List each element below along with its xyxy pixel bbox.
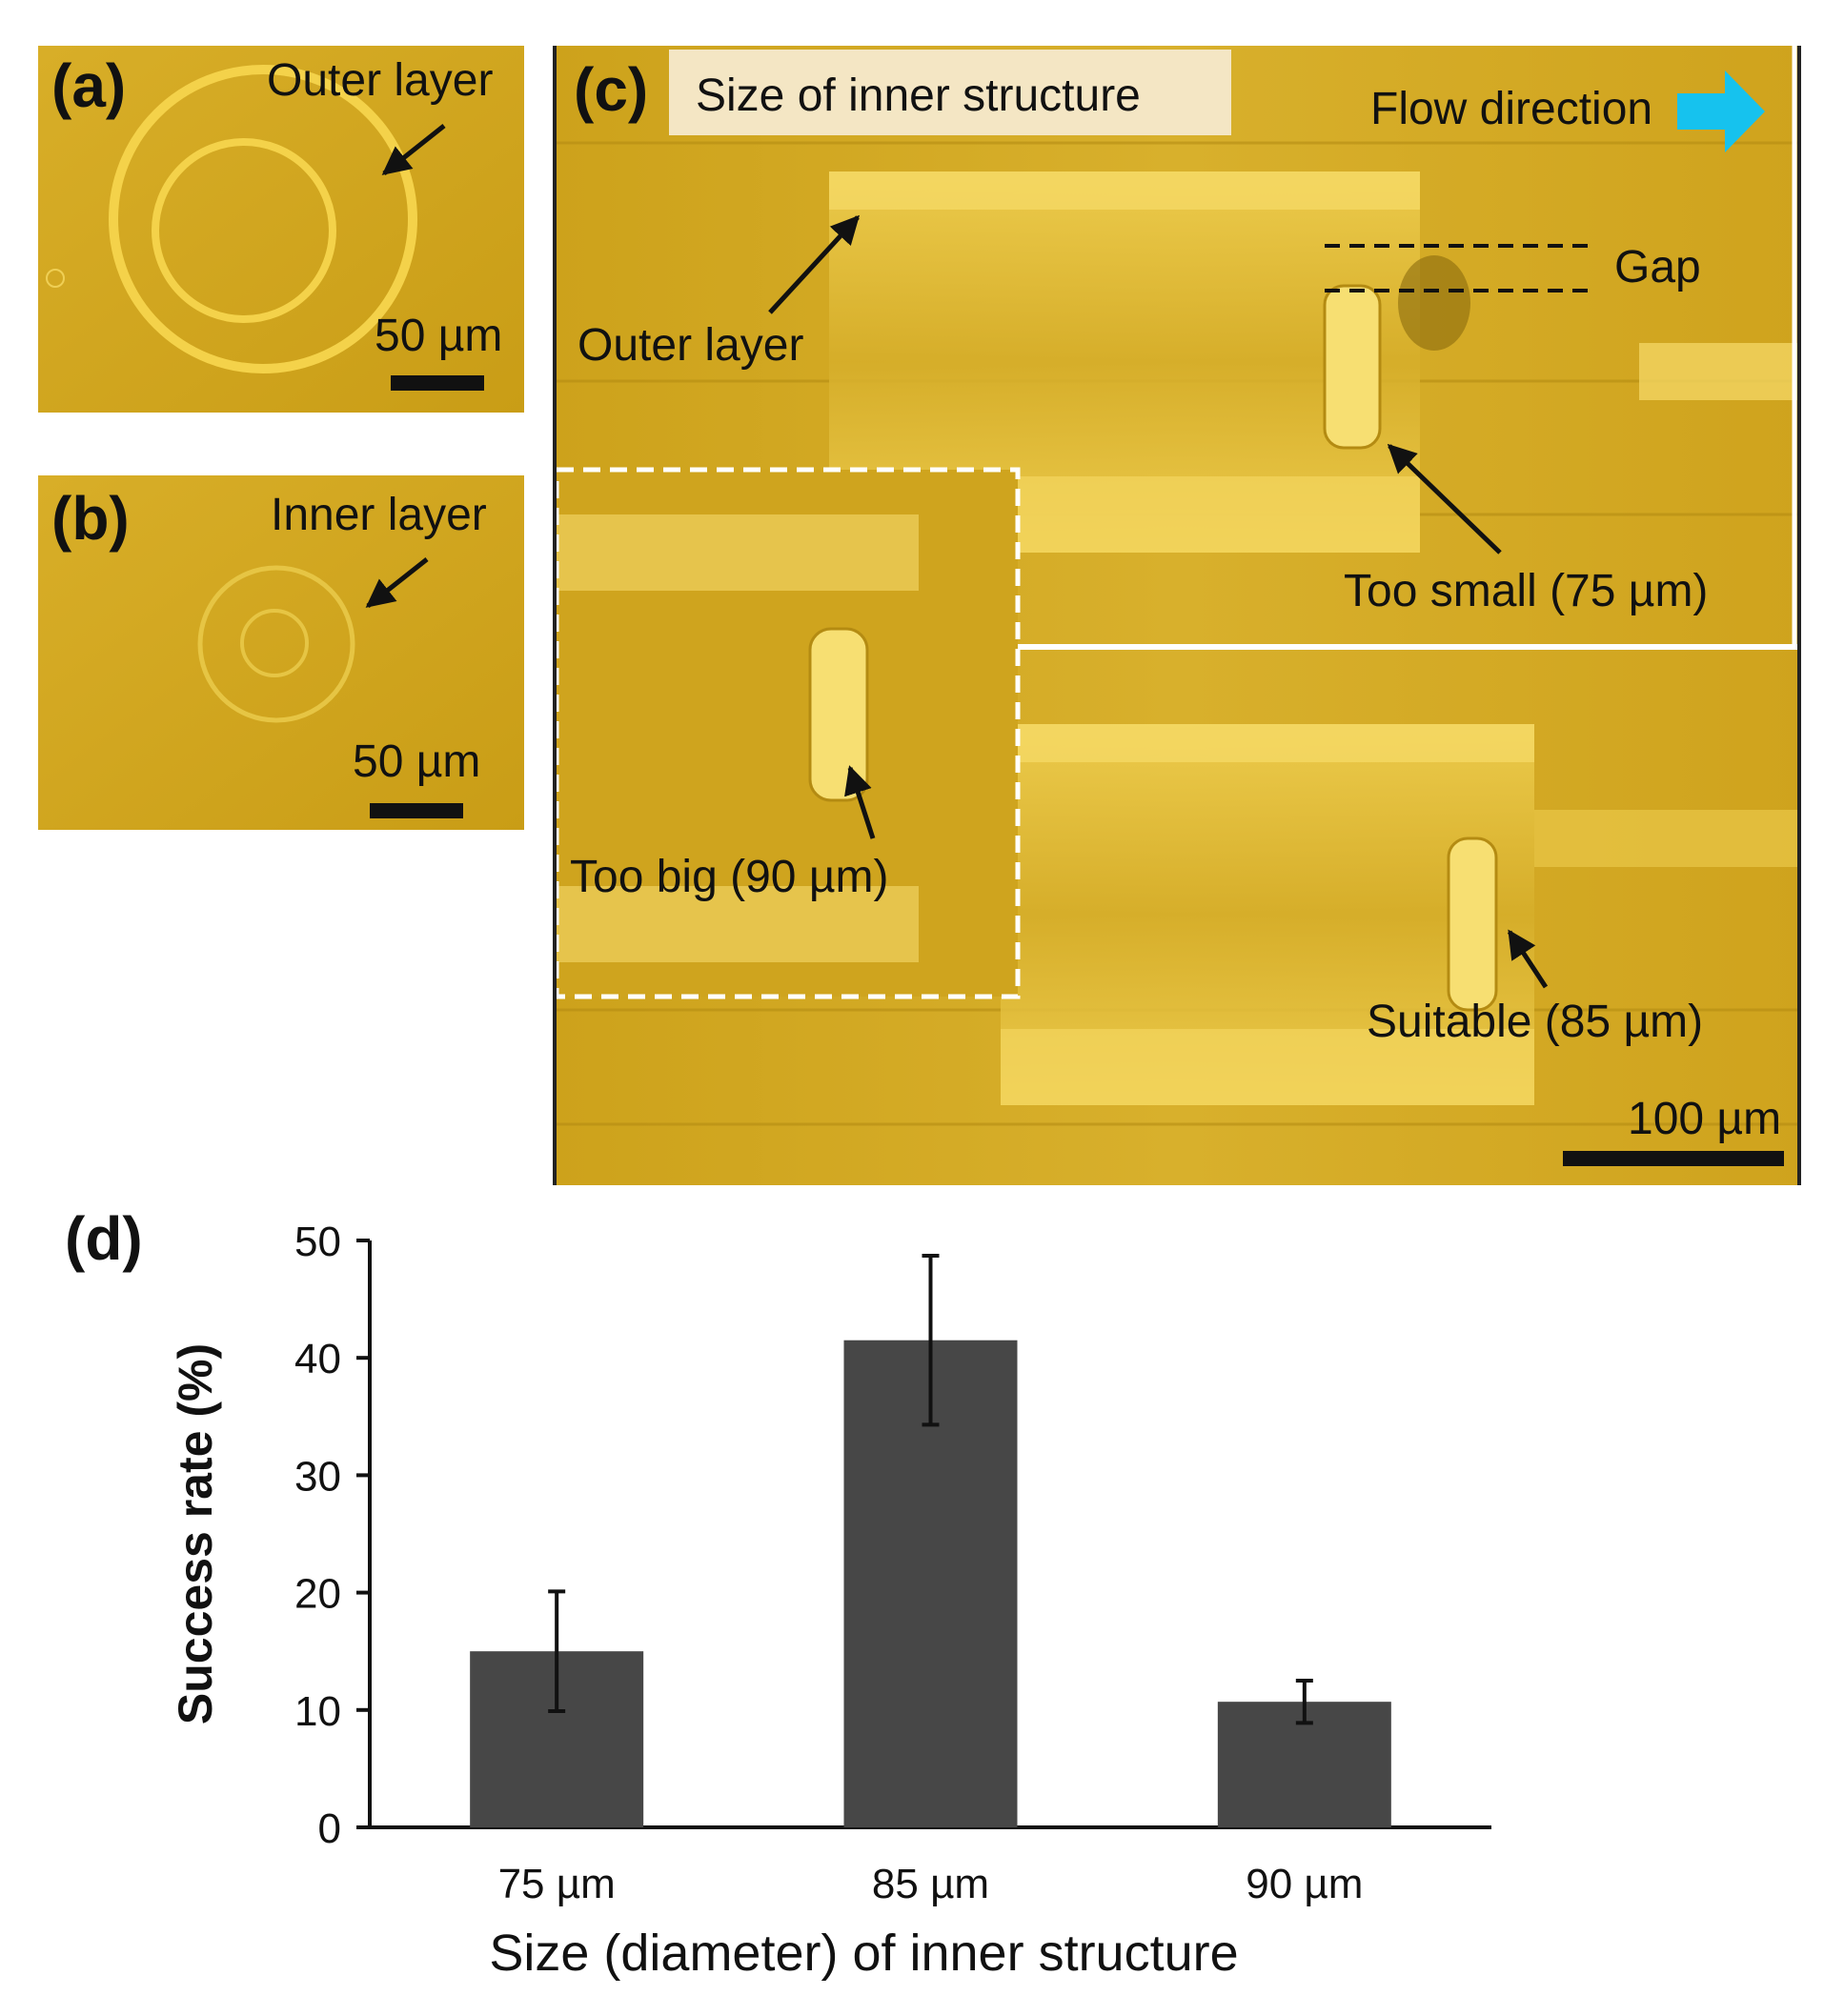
panel-b-scale-bar (370, 803, 463, 818)
panel-d-label: (d) (65, 1204, 143, 1273)
outer-ring (109, 65, 417, 373)
panel-c-banner: Size of inner structure (696, 71, 1141, 121)
y-tick-label: 20 (294, 1571, 341, 1618)
inner-layer-outer-ring (197, 565, 355, 723)
panel-b-scale-label: 50 µm (353, 736, 480, 787)
panel-a-micrograph (38, 46, 524, 413)
panel-a-scale-label: 50 µm (375, 311, 502, 361)
panel-b-annotation: Inner layer (271, 490, 487, 540)
flow-direction-label: Flow direction (1370, 84, 1652, 134)
y-tick-label: 10 (294, 1688, 341, 1735)
panel-c-scale-label: 100 µm (1628, 1094, 1781, 1144)
x-axis-label: Size (diameter) of inner structure (489, 1925, 1238, 1982)
panel-c-banner-box (669, 50, 1231, 135)
too-small-label: Too small (75 µm) (1344, 566, 1708, 616)
panel-c: Size of inner structure (c) Flow directi… (553, 46, 1801, 1185)
too-small-arrow (1387, 443, 1502, 554)
panel-b-micrograph (38, 475, 524, 830)
too-big-arrow (844, 765, 876, 839)
y-tick-label: 30 (294, 1453, 341, 1500)
panel-a-scale-bar (391, 375, 484, 391)
too-big-label: Too big (90 µm) (570, 852, 888, 902)
suitable-label: Suitable (85 µm) (1367, 997, 1703, 1047)
panel-a-label: (a) (51, 51, 126, 120)
flow-arrow-icon (1677, 71, 1765, 152)
panel-a-annotation: Outer layer (267, 55, 493, 106)
panel-b: (b) Inner layer 50 µm (38, 475, 524, 830)
panel-a: (a) Outer layer 50 µm (38, 46, 524, 413)
panel-b-arrow (365, 557, 429, 608)
capsule-bottom (1001, 724, 1801, 1105)
debris-dot (46, 269, 65, 288)
panel-c-label: (c) (574, 55, 648, 124)
inner-ring (152, 138, 336, 323)
y-axis-label: Success rate (%) (169, 1343, 222, 1724)
x-tick-label: 90 µm (1246, 1861, 1363, 1907)
suitable-arrow (1507, 929, 1549, 989)
inner-layer-inner-ring (240, 609, 309, 677)
x-tick-label: 75 µm (498, 1861, 616, 1907)
outer-layer-label: Outer layer (578, 320, 803, 371)
x-tick-label: 85 µm (872, 1861, 989, 1907)
outer-layer-arrow (768, 214, 861, 314)
panel-c-scale-bar (1563, 1151, 1784, 1166)
y-tick-label: 40 (294, 1336, 341, 1382)
inset-too-big (554, 467, 1021, 999)
y-tick-label: 50 (294, 1219, 341, 1265)
panel-a-arrow (381, 124, 446, 175)
panel-b-label: (b) (51, 484, 130, 553)
gap-label: Gap (1614, 242, 1701, 292)
y-tick-label: 0 (318, 1805, 341, 1852)
